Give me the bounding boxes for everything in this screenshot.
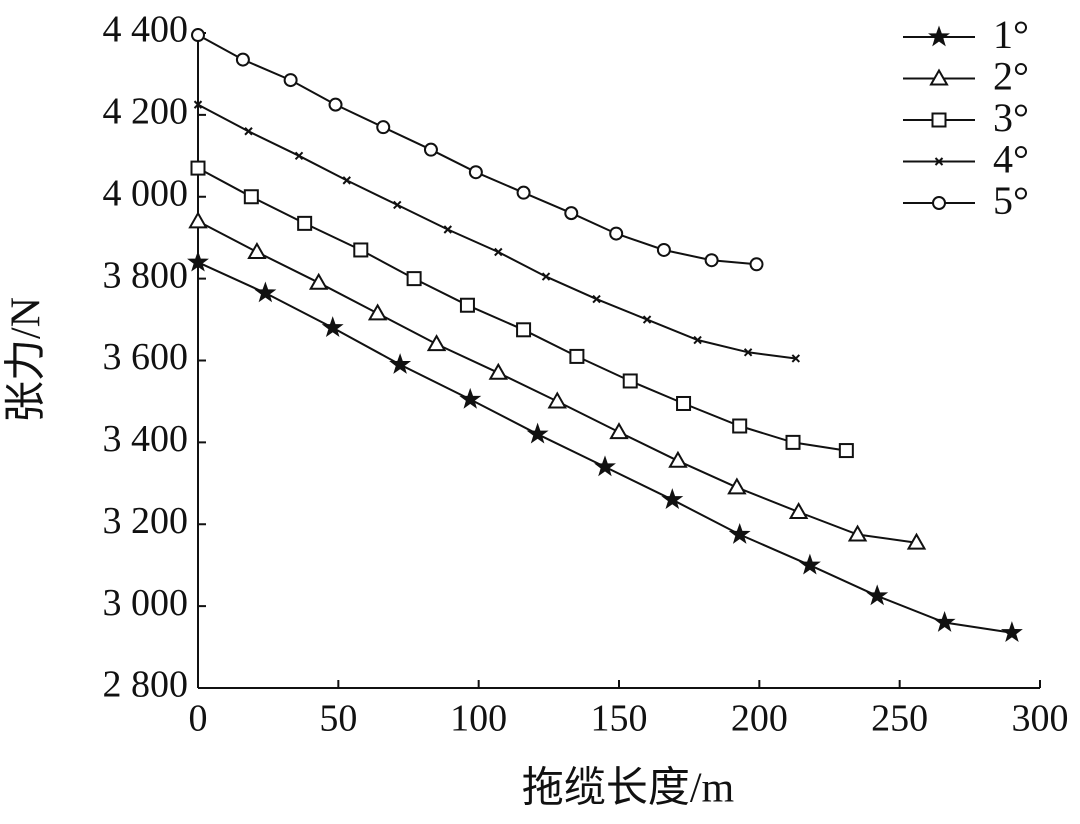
marker <box>294 151 304 161</box>
marker <box>494 247 503 257</box>
marker <box>406 271 422 287</box>
y-tick-label: 3 800 <box>103 254 189 296</box>
marker <box>188 211 208 229</box>
marker <box>1000 621 1023 643</box>
marker <box>749 257 764 272</box>
marker <box>243 189 259 205</box>
marker <box>727 477 747 495</box>
y-tick-label: 3 000 <box>103 582 189 624</box>
marker <box>656 242 671 257</box>
marker <box>254 281 277 303</box>
x-tick-label: 50 <box>319 698 357 740</box>
marker <box>283 73 298 88</box>
legend-label: 1° <box>993 12 1029 57</box>
marker <box>609 422 629 440</box>
marker <box>443 225 453 234</box>
marker <box>426 334 447 352</box>
marker <box>193 100 203 109</box>
marker <box>933 610 956 632</box>
marker <box>190 160 206 176</box>
y-axis-title: 张力/N <box>4 297 50 423</box>
marker <box>642 315 652 324</box>
marker <box>866 584 889 606</box>
marker <box>592 294 601 304</box>
marker <box>342 176 351 185</box>
marker <box>541 272 551 281</box>
marker <box>728 522 751 544</box>
y-tick-label: 3 200 <box>103 500 189 542</box>
x-tick-label: 0 <box>189 698 208 740</box>
marker <box>191 28 205 43</box>
legend-marker <box>928 25 950 47</box>
marker <box>661 488 684 510</box>
marker <box>389 353 412 374</box>
marker <box>622 373 638 389</box>
marker <box>308 272 329 290</box>
y-tick-label: 3 400 <box>103 418 189 460</box>
marker <box>594 455 616 477</box>
marker <box>297 215 313 231</box>
legend-label: 3° <box>993 95 1029 140</box>
x-tick-label: 150 <box>591 698 648 740</box>
y-tick-label: 3 600 <box>103 336 189 378</box>
x-tick-label: 250 <box>871 698 928 740</box>
x-tick-label: 300 <box>1012 698 1069 740</box>
marker <box>468 165 483 180</box>
x-tick-label: 100 <box>450 698 507 740</box>
y-tick-label: 4 000 <box>103 172 189 214</box>
legend-label: 4° <box>993 137 1029 182</box>
marker <box>526 422 549 444</box>
marker <box>321 316 344 338</box>
marker <box>693 335 702 345</box>
marker <box>676 395 692 411</box>
legend-marker <box>931 112 947 128</box>
marker <box>235 52 250 67</box>
legend-marker <box>932 196 946 210</box>
marker <box>423 142 438 157</box>
marker <box>516 185 531 200</box>
marker <box>376 120 391 135</box>
marker <box>609 226 624 241</box>
marker <box>743 348 753 357</box>
legend-marker <box>934 157 944 166</box>
marker <box>459 387 482 409</box>
x-axis-title: 拖缆长度/m <box>522 766 735 812</box>
marker <box>569 348 585 364</box>
marker <box>393 200 402 210</box>
marker <box>785 434 801 450</box>
y-tick-label: 4 400 <box>103 9 189 51</box>
marker <box>244 127 253 136</box>
marker <box>353 242 369 258</box>
x-tick-label: 200 <box>731 698 788 740</box>
legend-marker <box>929 68 949 86</box>
marker <box>516 322 532 338</box>
y-tick-label: 2 800 <box>103 664 189 706</box>
marker <box>247 242 267 260</box>
marker <box>367 303 388 321</box>
marker <box>838 443 854 459</box>
series-line <box>197 220 917 544</box>
marker <box>788 501 809 519</box>
marker <box>791 354 801 363</box>
legend-label: 5° <box>993 178 1029 223</box>
y-tick-label: 4 200 <box>103 91 189 133</box>
series-line <box>197 261 1013 634</box>
marker <box>328 97 343 112</box>
marker <box>547 391 567 409</box>
marker <box>488 362 509 380</box>
marker <box>704 253 719 268</box>
marker <box>564 206 579 221</box>
marker <box>459 297 475 313</box>
series-line <box>197 34 757 266</box>
marker <box>847 524 868 542</box>
legend-label: 2° <box>993 54 1029 99</box>
marker <box>798 553 821 575</box>
marker <box>906 532 927 550</box>
marker <box>668 450 688 468</box>
marker <box>732 418 748 434</box>
marker <box>187 250 209 272</box>
series-line <box>197 103 796 360</box>
